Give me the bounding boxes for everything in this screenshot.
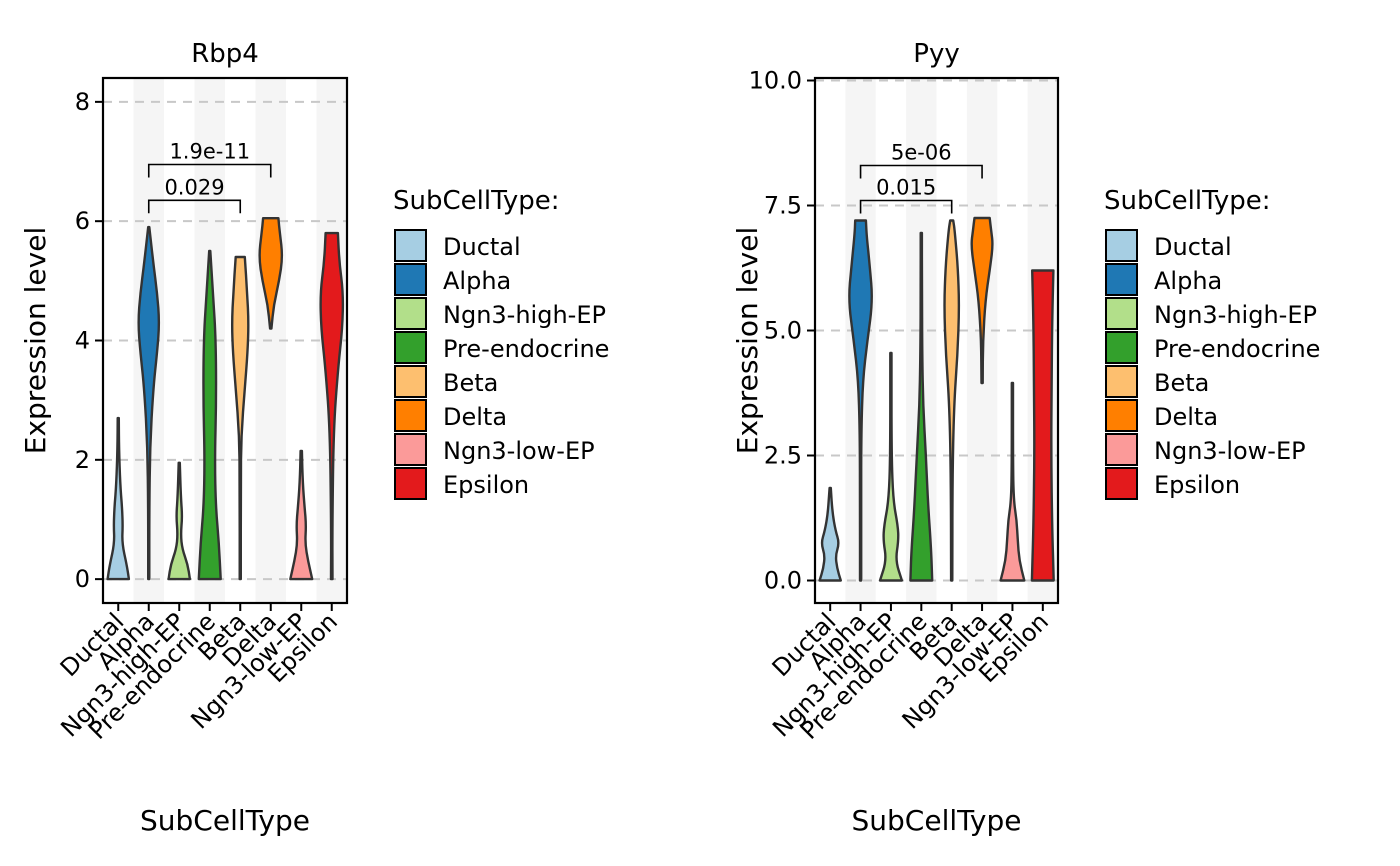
comparison-pvalue-0: 0.029	[164, 175, 224, 199]
legend-swatch-alpha	[394, 263, 427, 296]
violin-rbp4-ngn3-low-ep	[289, 449, 314, 581]
x-axis-label-pyy: SubCellType	[852, 804, 1022, 837]
violin-pyy-epsilon	[1030, 269, 1055, 582]
comparison-bracket-0	[147, 199, 242, 214]
legend-label-epsilon: Epsilon	[1154, 471, 1240, 499]
legend-swatch-pre-endocrine	[1105, 331, 1138, 364]
comparison-bracket-1	[147, 163, 272, 178]
legend-label-alpha: Alpha	[443, 267, 511, 295]
comparison-pvalue-1: 5e-06	[891, 141, 952, 165]
panel-rbp4: 0.029 1.9e-11 0 2 4 6 8 Ductal Alpha Ngn3-high-…	[19, 39, 609, 837]
violin-rbp4-alpha	[137, 225, 161, 581]
legend-label-beta: Beta	[443, 369, 498, 397]
violin-pyy-pre-endocrine	[909, 231, 934, 582]
legend-swatch-beta	[394, 365, 427, 398]
panel-title-rbp4: Rbp4	[191, 39, 259, 69]
panel-pyy: 0.015 5e-06 0.0 2.5 5.0 7.5 10.0 Ductal Alpha N…	[731, 39, 1320, 837]
violin-pyy-ngn3-low-ep	[999, 381, 1026, 582]
legend-label-ngn3-high-ep: Ngn3-high-EP	[443, 301, 606, 329]
y-axis-label-rbp4: Expression level	[19, 227, 52, 454]
violin-pyy-ngn3-high-ep	[878, 351, 904, 582]
violin-rbp4-epsilon	[319, 231, 345, 581]
legend-label-pre-endocrine: Pre-endocrine	[443, 335, 609, 363]
y-tick-label-0: 0	[75, 565, 90, 593]
legend-title-rbp4: SubCellType:	[393, 186, 560, 216]
y-tick-label-4: 10.0	[749, 67, 802, 95]
y-tick-label-3: 6	[75, 207, 90, 235]
legend-swatch-pre-endocrine	[394, 331, 427, 364]
legend-swatch-delta	[394, 399, 427, 432]
legend-label-beta: Beta	[1154, 369, 1209, 397]
violin-rbp4-ductal	[106, 416, 131, 581]
legend-swatch-epsilon	[394, 467, 427, 500]
y-tick-label-4: 8	[75, 88, 90, 116]
panel-title-pyy: Pyy	[913, 39, 959, 69]
violin-pyy-beta	[943, 219, 961, 582]
violin-pyy-ductal	[818, 486, 842, 582]
legend-title-pyy: SubCellType:	[1104, 186, 1271, 216]
legend-label-delta: Delta	[443, 403, 507, 431]
violin-rbp4-pre-endocrine	[197, 249, 222, 581]
comparison-bracket-1	[859, 164, 983, 179]
violin-pyy-alpha	[848, 219, 873, 582]
legend-rbp4: SubCellType: Ductal Alpha Ngn3-high-EP Pre-…	[393, 186, 609, 500]
legend-label-epsilon: Epsilon	[443, 471, 529, 499]
comparison-pvalue-1: 1.9e-11	[169, 140, 250, 164]
x-axis-label-rbp4: SubCellType	[140, 804, 310, 837]
legend-label-alpha: Alpha	[1154, 267, 1222, 295]
legend-swatch-epsilon	[1105, 467, 1138, 500]
violin-pyy-delta	[970, 216, 994, 385]
violin-rbp4-delta	[258, 217, 284, 330]
y-axis-label-pyy: Expression level	[731, 227, 764, 454]
legend-label-pre-endocrine: Pre-endocrine	[1154, 335, 1320, 363]
legend-swatch-delta	[1105, 399, 1138, 432]
legend-swatch-ngn3-low-ep	[394, 433, 427, 466]
y-tick-label-3: 7.5	[764, 192, 802, 220]
y-tick-label-2: 4	[75, 327, 90, 355]
legend-label-ngn3-low-ep: Ngn3-low-EP	[443, 437, 595, 465]
legend-label-delta: Delta	[1154, 403, 1218, 431]
legend-swatch-ductal	[1105, 229, 1138, 262]
y-tick-label-0: 0.0	[764, 567, 802, 595]
plot-frame-pyy	[813, 76, 1060, 605]
comparison-pvalue-0: 0.015	[876, 176, 936, 200]
legend-label-ngn3-high-ep: Ngn3-high-EP	[1154, 301, 1317, 329]
legend-swatch-ductal	[394, 229, 427, 262]
legend-label-ductal: Ductal	[1154, 233, 1232, 261]
y-tick-label-1: 2	[75, 446, 90, 474]
legend-label-ductal: Ductal	[443, 233, 521, 261]
legend-swatch-ngn3-low-ep	[1105, 433, 1138, 466]
violin-rbp4-beta	[230, 255, 250, 581]
comparison-bracket-0	[859, 199, 953, 214]
legend-label-ngn3-low-ep: Ngn3-low-EP	[1154, 437, 1306, 465]
legend-swatch-beta	[1105, 365, 1138, 398]
legend-swatch-ngn3-high-ep	[394, 297, 427, 330]
y-tick-label-1: 2.5	[764, 442, 802, 470]
legend-swatch-alpha	[1105, 263, 1138, 296]
legend-pyy: SubCellType: Ductal Alpha Ngn3-high-EP Pre-…	[1104, 186, 1320, 500]
violin-rbp4-ngn3-high-ep	[167, 461, 192, 581]
legend-swatch-ngn3-high-ep	[1105, 297, 1138, 330]
y-tick-label-2: 5.0	[764, 317, 802, 345]
